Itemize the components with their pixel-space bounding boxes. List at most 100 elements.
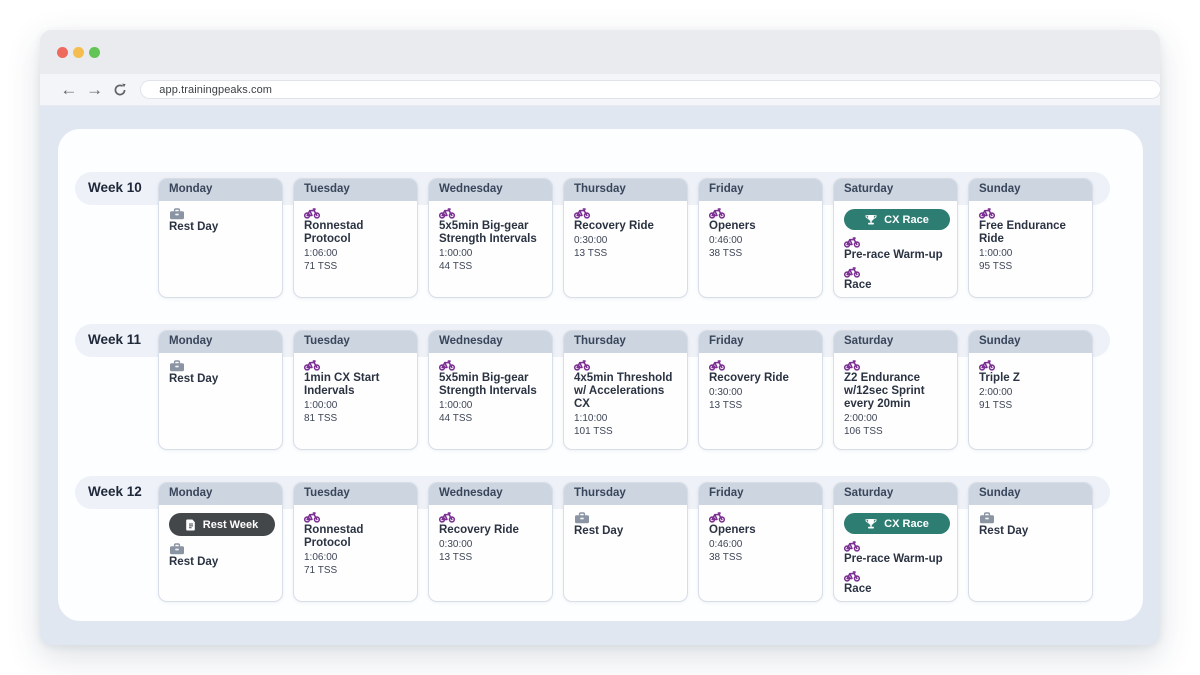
race-badge[interactable]: CX Race bbox=[844, 209, 950, 230]
workout-duration: 1:00:00 bbox=[304, 399, 338, 411]
day-header: Tuesday bbox=[294, 483, 417, 505]
day-card-sunday[interactable]: Sunday Triple Z 2:00:00 91 TSS bbox=[968, 330, 1093, 450]
workout-item[interactable]: Ronnestad Protocol 1:06:00 71 TSS bbox=[303, 208, 410, 273]
day-card-wednesday[interactable]: Wednesday 5x5min Big-gear Strength Interv… bbox=[428, 330, 553, 450]
workout-item[interactable]: Openers 0:46:00 38 TSS bbox=[708, 208, 815, 260]
week-row: Week 12 Monday Rest Week Rest Day Tuesday Ron… bbox=[58, 476, 1143, 603]
day-card-thursday[interactable]: Thursday 4x5min Threshold w/ Acceleration… bbox=[563, 330, 688, 450]
workout-item[interactable]: Triple Z 2:00:00 91 TSS bbox=[978, 360, 1085, 412]
workout-item[interactable]: Recovery Ride 0:30:00 13 TSS bbox=[573, 208, 680, 260]
workout-title: Pre-race Warm-up bbox=[844, 249, 943, 261]
bike-icon bbox=[438, 208, 545, 219]
day-cards: Monday Rest Week Rest Day Tuesday Ronnestad … bbox=[158, 482, 1093, 602]
day-card-saturday[interactable]: Saturday CX Race Pre-race Warm-up Race bbox=[833, 482, 958, 602]
day-card-saturday[interactable]: Saturday Z2 Endurance w/12sec Sprint ever… bbox=[833, 330, 958, 450]
day-body: Rest Day bbox=[159, 353, 282, 386]
day-card-thursday[interactable]: Thursday Rest Day bbox=[563, 482, 688, 602]
rest-day-item[interactable]: Rest Day bbox=[169, 208, 275, 234]
workout-item[interactable]: 4x5min Threshold w/ Accelerations CX 1:10… bbox=[573, 360, 680, 438]
workout-item[interactable]: Recovery Ride 0:30:00 13 TSS bbox=[438, 512, 545, 564]
rest-week-badge[interactable]: Rest Week bbox=[169, 513, 275, 536]
day-card-monday[interactable]: Monday Rest Day bbox=[158, 178, 283, 298]
bike-icon bbox=[708, 360, 815, 371]
day-header: Friday bbox=[699, 483, 822, 505]
workout-title: Ronnestad Protocol bbox=[304, 220, 364, 245]
day-card-wednesday[interactable]: Wednesday Recovery Ride 0:30:00 13 TSS bbox=[428, 482, 553, 602]
workout-title: Openers bbox=[709, 220, 756, 232]
day-card-monday[interactable]: Monday Rest Week Rest Day bbox=[158, 482, 283, 602]
day-body: Triple Z 2:00:00 91 TSS bbox=[969, 353, 1092, 412]
bike-icon bbox=[843, 541, 950, 552]
rest-day-item[interactable]: Rest Day bbox=[979, 512, 1085, 538]
rest-day-item[interactable]: Rest Day bbox=[169, 360, 275, 386]
day-card-friday[interactable]: Friday Openers 0:46:00 38 TSS bbox=[698, 482, 823, 602]
rest-day-icon bbox=[169, 543, 275, 555]
url-bar[interactable]: app.trainingpeaks.com bbox=[141, 81, 1160, 98]
workout-item[interactable]: Pre-race Warm-up bbox=[843, 541, 950, 566]
workout-item[interactable]: Ronnestad Protocol 1:06:00 71 TSS bbox=[303, 512, 410, 577]
day-card-friday[interactable]: Friday Recovery Ride 0:30:00 13 TSS bbox=[698, 330, 823, 450]
workout-item[interactable]: 1min CX Start Indervals 1:00:00 81 TSS bbox=[303, 360, 410, 425]
workout-item[interactable]: 5x5min Big-gear Strength Intervals 1:00:0… bbox=[438, 208, 545, 273]
minimize-window-icon[interactable] bbox=[73, 46, 84, 58]
workout-item[interactable]: Recovery Ride 0:30:00 13 TSS bbox=[708, 360, 815, 412]
day-body: Rest Day bbox=[564, 505, 687, 538]
workout-title: Rest Day bbox=[169, 221, 219, 233]
workout-item[interactable]: Free Endurance Ride 1:00:00 95 TSS bbox=[978, 208, 1085, 273]
workout-item[interactable]: Openers 0:46:00 38 TSS bbox=[708, 512, 815, 564]
forward-icon[interactable]: → bbox=[86, 80, 104, 99]
back-icon[interactable]: ← bbox=[60, 80, 78, 99]
day-header: Saturday bbox=[834, 331, 957, 353]
day-card-monday[interactable]: Monday Rest Day bbox=[158, 330, 283, 450]
day-card-thursday[interactable]: Thursday Recovery Ride 0:30:00 13 TSS bbox=[563, 178, 688, 298]
workout-tss: 71 TSS bbox=[304, 260, 338, 272]
workout-item[interactable]: Z2 Endurance w/12sec Sprint every 20min 2… bbox=[843, 360, 950, 438]
reload-icon[interactable] bbox=[108, 83, 134, 97]
day-header: Wednesday bbox=[429, 483, 552, 505]
day-header: Wednesday bbox=[429, 331, 552, 353]
day-body: Openers 0:46:00 38 TSS bbox=[699, 505, 822, 564]
bike-icon bbox=[978, 208, 1085, 219]
day-card-saturday[interactable]: Saturday CX Race Pre-race Warm-up Race bbox=[833, 178, 958, 298]
week-row: Week 11 Monday Rest Day Tuesday 1min CX Star… bbox=[58, 324, 1143, 451]
trophy-icon bbox=[865, 518, 877, 530]
day-card-tuesday[interactable]: Tuesday 1min CX Start Indervals 1:00:00 81 … bbox=[293, 330, 418, 450]
day-card-sunday[interactable]: Sunday Rest Day bbox=[968, 482, 1093, 602]
day-cards: Monday Rest Day Tuesday Ronnestad Protocol 1… bbox=[158, 178, 1093, 298]
workout-item[interactable]: Race bbox=[843, 267, 950, 292]
workout-item[interactable]: Race bbox=[843, 571, 950, 596]
bike-icon bbox=[303, 360, 410, 371]
workout-duration: 1:06:00 bbox=[304, 247, 338, 259]
day-card-wednesday[interactable]: Wednesday 5x5min Big-gear Strength Interv… bbox=[428, 178, 553, 298]
bike-icon bbox=[573, 360, 680, 371]
day-body: Ronnestad Protocol 1:06:00 71 TSS bbox=[294, 505, 417, 577]
workout-title: Recovery Ride bbox=[439, 524, 519, 536]
workout-duration: 1:10:00 bbox=[574, 412, 608, 424]
workout-title: Rest Day bbox=[169, 373, 219, 385]
workout-tss: 44 TSS bbox=[439, 412, 473, 424]
day-body: 5x5min Big-gear Strength Intervals 1:00:0… bbox=[429, 201, 552, 273]
workout-item[interactable]: Pre-race Warm-up bbox=[843, 237, 950, 262]
day-card-sunday[interactable]: Sunday Free Endurance Ride 1:00:00 95 TSS bbox=[968, 178, 1093, 298]
day-header: Monday bbox=[159, 483, 282, 505]
close-window-icon[interactable] bbox=[57, 46, 68, 58]
note-icon bbox=[185, 519, 196, 531]
workout-item[interactable]: 5x5min Big-gear Strength Intervals 1:00:0… bbox=[438, 360, 545, 425]
workout-duration: 1:06:00 bbox=[304, 551, 338, 563]
day-body: CX Race Pre-race Warm-up Race bbox=[834, 201, 957, 292]
rest-day-item[interactable]: Rest Day bbox=[574, 512, 680, 538]
rest-day-icon bbox=[169, 360, 275, 372]
rest-day-icon bbox=[979, 512, 1085, 524]
day-header: Sunday bbox=[969, 483, 1092, 505]
rest-day-item[interactable]: Rest Day bbox=[169, 543, 275, 569]
day-card-friday[interactable]: Friday Openers 0:46:00 38 TSS bbox=[698, 178, 823, 298]
day-body: 1min CX Start Indervals 1:00:00 81 TSS bbox=[294, 353, 417, 425]
day-card-tuesday[interactable]: Tuesday Ronnestad Protocol 1:06:00 71 TSS bbox=[293, 482, 418, 602]
workout-duration: 0:46:00 bbox=[709, 538, 743, 550]
workout-tss: 38 TSS bbox=[709, 552, 743, 564]
race-badge[interactable]: CX Race bbox=[844, 513, 950, 534]
maximize-window-icon[interactable] bbox=[89, 46, 100, 58]
day-card-tuesday[interactable]: Tuesday Ronnestad Protocol 1:06:00 71 TSS bbox=[293, 178, 418, 298]
day-body: 4x5min Threshold w/ Accelerations CX 1:10… bbox=[564, 353, 687, 438]
day-header: Thursday bbox=[564, 331, 687, 353]
